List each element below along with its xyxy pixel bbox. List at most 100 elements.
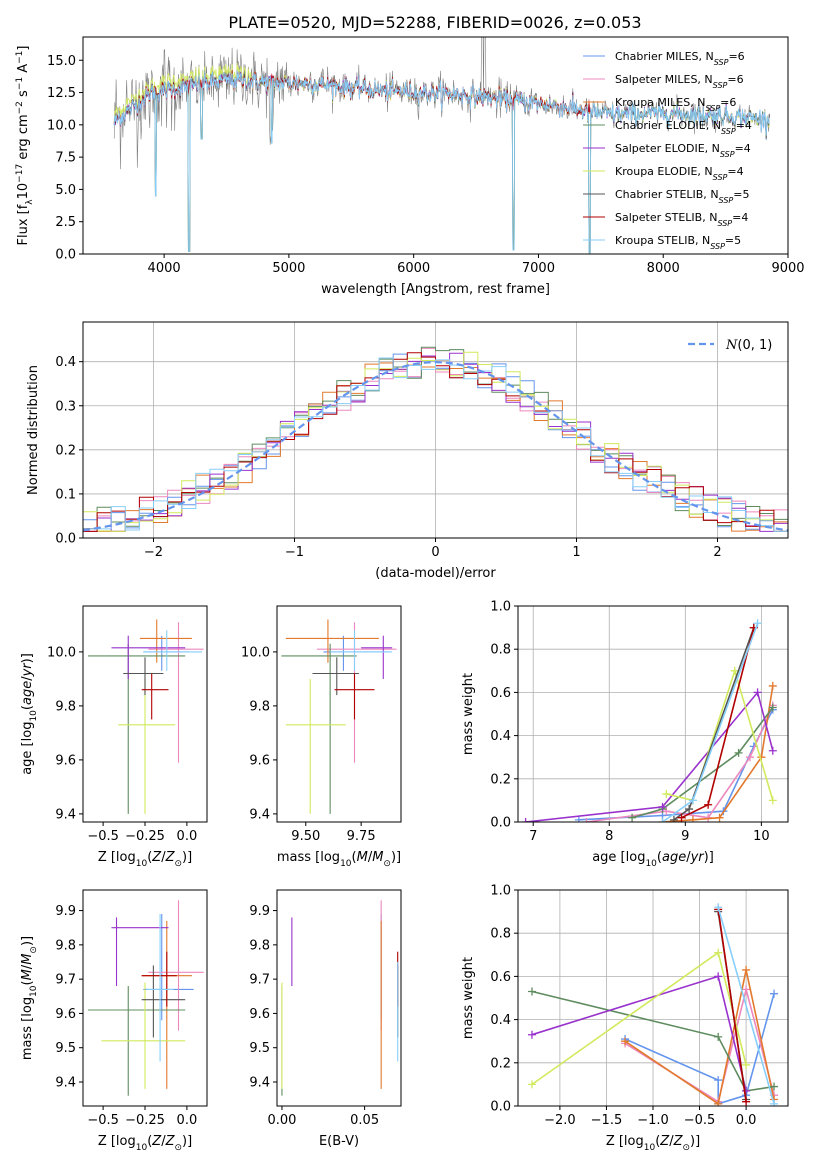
axes-frame [82,36,789,255]
weight-marker [527,1080,536,1089]
weight-marker [770,989,779,998]
y-tick-label: 9.8 [55,699,76,714]
y-tick-label: 9.6 [55,1007,76,1022]
weight-marker [742,1086,751,1095]
axes-frame [276,605,402,823]
weight-marker [742,1060,751,1069]
x-tick-label: −2.0 [544,1113,576,1128]
x-tick-label: 9.75 [347,829,376,844]
error-bars [281,619,397,814]
histograms [82,346,789,532]
axes-frame [276,889,402,1107]
axes-frame [517,605,789,823]
x-tick-label: 6000 [397,261,430,276]
residual-histogram-8 [83,357,788,532]
y-tick-label: 9.5 [55,1041,76,1056]
weight-line-3 [531,990,775,1092]
y-tick-label: 10.0 [241,645,270,660]
y-axis-label: age [log10(age/yr)] [20,653,39,775]
weight-marker [688,796,697,805]
legend-label: Chabrier MILES, NSSP=6 [615,50,745,67]
weight-line-7 [717,909,747,1102]
weight-marker [628,813,637,822]
x-tick-label: 2 [713,545,721,560]
error-bars [88,619,204,814]
x-tick-label: −0.25 [125,829,165,844]
weight-marker [527,1030,536,1039]
x-tick-label: 0.0 [177,829,198,844]
legend-label: N(0, 1) [725,338,772,353]
y-tick-label: 2.5 [55,215,76,230]
y-tick-label: 7.5 [55,151,76,166]
y-tick-label: 0.8 [490,927,511,942]
y-tick-label: 5.0 [55,183,76,198]
weight-marker [768,796,777,805]
x-tick-label: −0.5 [684,1113,716,1128]
weight-marker [527,987,536,996]
weight-marker [742,965,751,974]
error-bars [88,900,204,1096]
y-tick-label: 0.1 [55,487,76,502]
x-tick-label: 9000 [771,261,804,276]
weight-marker [669,815,678,822]
weight-marker [714,1099,723,1106]
x-tick-label: −1.0 [637,1113,669,1128]
weight-marker [714,903,723,912]
weight-marker [658,802,667,811]
x-tick-label: 5000 [272,261,305,276]
y-tick-label: 9.5 [249,1041,270,1056]
y-tick-label: 9.9 [55,904,76,919]
y-tick-label: 9.9 [249,904,270,919]
y-tick-label: 9.8 [55,938,76,953]
y-tick-label: 0.2 [490,1056,511,1071]
model-spectrum-8 [113,70,770,254]
weight-marker [521,818,530,822]
y-tick-label: 12.5 [47,86,76,101]
legend-label: Salpeter ELODIE, NSSP=4 [615,142,751,159]
error-bars [281,900,399,1096]
weight-marker [768,703,777,712]
x-tick-label: −0.25 [125,1113,165,1128]
normal-reference-curve [82,360,789,532]
weight-marker [714,972,723,981]
weight-marker [704,800,713,809]
x-tick-label: 10 [753,829,770,844]
x-tick-label: −2 [144,545,163,560]
y-tick-label: 9.7 [55,973,76,988]
legend-label: Salpeter STELIB, NSSP=4 [615,211,748,228]
weight-marker [770,1099,779,1106]
y-tick-label: 9.4 [249,1076,270,1091]
weight-marker [714,948,723,957]
y-tick-label: 9.7 [249,973,270,988]
x-tick-label: 9.50 [291,829,320,844]
legend-label: Kroupa MILES, NSSP=6 [615,96,736,113]
x-tick-label: −1.5 [591,1113,623,1128]
y-tick-label: 0.0 [55,532,76,547]
x-axis-label: Z [log10(Z/Z⊙)] [98,1134,192,1153]
y-axis-label: mass weight [461,673,476,755]
weight-marker [685,805,694,814]
y-tick-label: 9.4 [249,807,270,822]
weight-marker [768,746,777,755]
weight-marker [714,1076,723,1085]
weight-series [527,903,779,1106]
legend-label: Chabrier STELIB, NSSP=5 [615,188,749,205]
x-axis-label: wavelength [Angstrom, rest frame] [321,282,550,297]
x-tick-label: −1 [285,545,304,560]
x-tick-label: 8 [605,829,613,844]
y-tick-label: 0.4 [490,729,511,744]
y-tick-label: 0.6 [490,970,511,985]
weight-marker [715,813,724,822]
weight-marker [714,1032,723,1041]
x-tick-label: 7 [529,829,537,844]
y-tick-label: 0.3 [55,399,76,414]
x-tick-label: 4000 [148,261,181,276]
x-tick-label: 8000 [647,261,680,276]
y-tick-label: 15.0 [47,54,76,69]
x-tick-label: 9 [681,829,689,844]
x-tick-label: −0.5 [87,1113,119,1128]
y-tick-label: 0.0 [490,816,511,831]
weight-marker [574,815,583,822]
legend-label: Kroupa ELODIE, NSSP=4 [615,165,744,182]
